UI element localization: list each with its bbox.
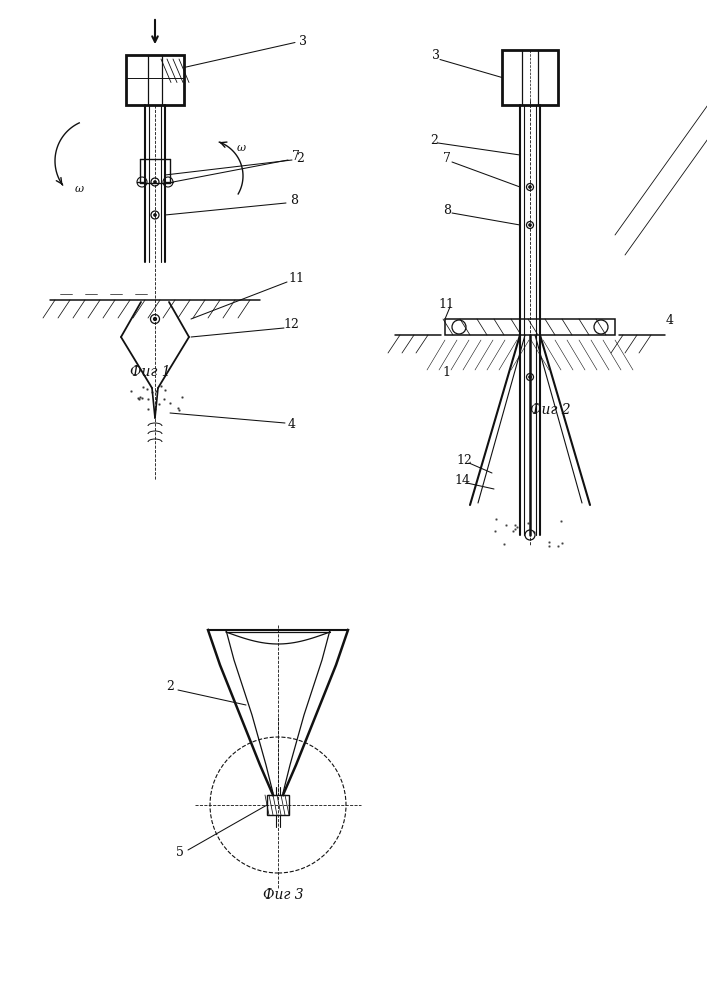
Circle shape	[154, 214, 156, 216]
Circle shape	[529, 224, 531, 226]
Text: 7: 7	[292, 150, 300, 163]
Text: 11: 11	[288, 272, 304, 286]
Text: 3: 3	[432, 49, 440, 62]
Text: 4: 4	[666, 314, 674, 326]
Bar	[445, 319, 615, 335]
Bar	[267, 795, 289, 815]
Text: 5: 5	[176, 846, 184, 859]
Text: 3: 3	[299, 35, 307, 48]
Text: 1: 1	[442, 366, 450, 379]
Text: 14: 14	[454, 474, 470, 487]
Text: ω: ω	[74, 184, 83, 194]
Text: ω: ω	[236, 143, 245, 153]
Text: Фиг 2: Фиг 2	[530, 403, 571, 417]
Bar	[126, 55, 184, 105]
Text: 12: 12	[456, 454, 472, 466]
Text: Фиг 1: Фиг 1	[129, 365, 170, 379]
Text: 8: 8	[290, 194, 298, 207]
Bar	[502, 50, 558, 105]
Text: 7: 7	[443, 152, 451, 165]
Circle shape	[154, 181, 156, 183]
Circle shape	[153, 318, 156, 320]
Circle shape	[529, 186, 531, 188]
Text: 11: 11	[438, 298, 454, 310]
Circle shape	[529, 376, 531, 378]
Text: 2: 2	[430, 134, 438, 147]
Text: 4: 4	[288, 418, 296, 430]
Text: 2: 2	[296, 151, 304, 164]
Text: Фиг 3: Фиг 3	[263, 888, 303, 902]
Text: 8: 8	[443, 204, 451, 217]
Text: 2: 2	[166, 680, 174, 694]
Text: 12: 12	[283, 318, 299, 332]
